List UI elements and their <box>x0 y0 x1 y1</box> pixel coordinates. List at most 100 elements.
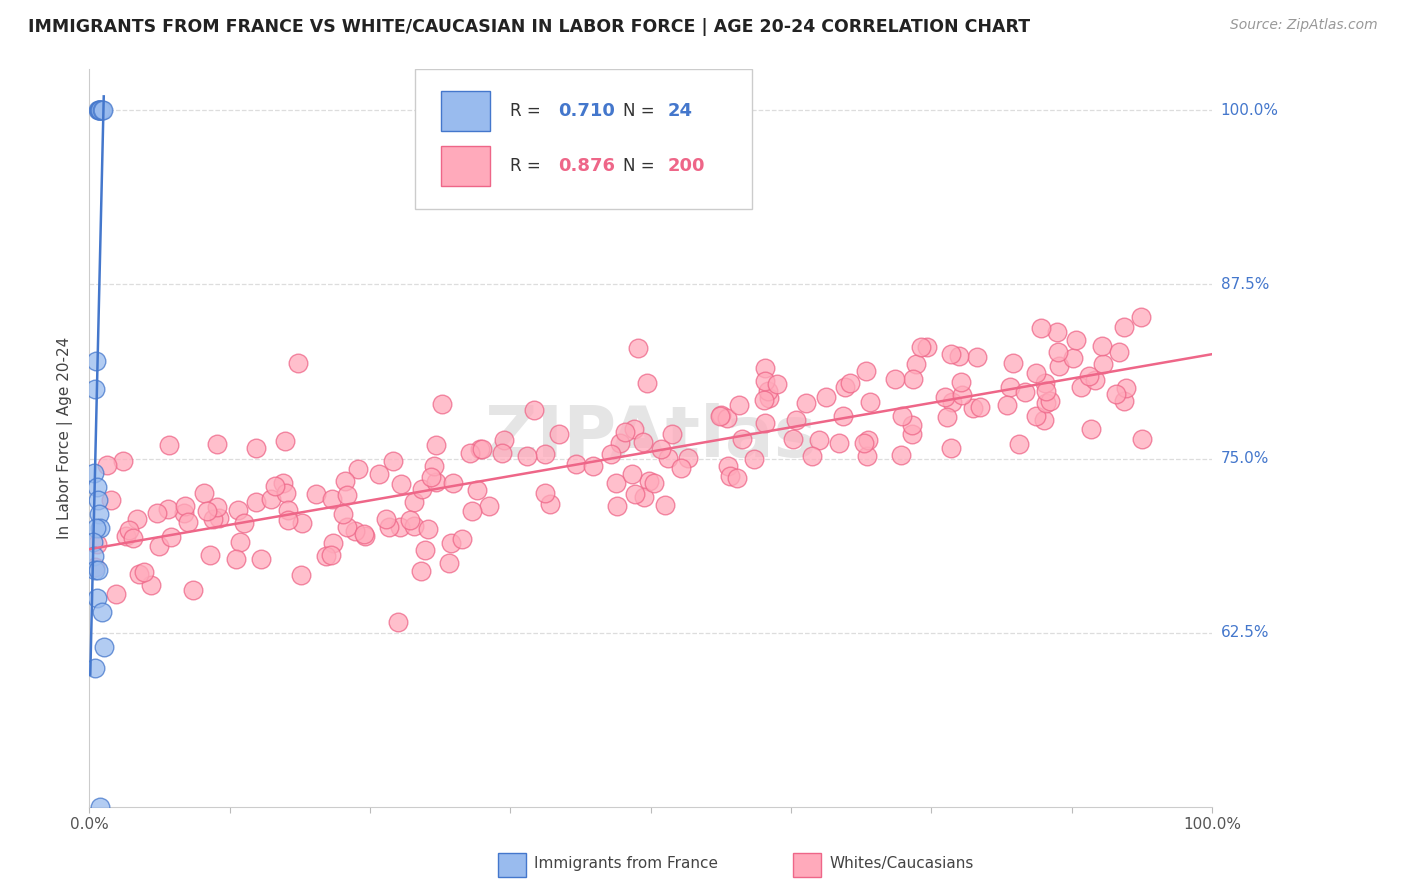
Point <box>291 516 314 530</box>
Point <box>440 536 463 550</box>
Point <box>523 403 546 417</box>
Text: Whites/Caucasians: Whites/Caucasians <box>830 856 974 871</box>
Point <box>915 340 938 354</box>
Point <box>117 524 139 538</box>
Point <box>89 508 111 522</box>
Point <box>754 361 776 376</box>
Point <box>90 605 112 619</box>
Point <box>86 591 108 605</box>
Point <box>83 466 105 480</box>
Point <box>84 354 107 368</box>
Point <box>941 395 963 409</box>
Point <box>856 433 879 447</box>
Point <box>228 535 250 549</box>
Point <box>404 518 426 533</box>
Point <box>290 568 312 582</box>
Point <box>399 514 422 528</box>
Point <box>418 522 440 536</box>
Point <box>716 411 738 425</box>
Point <box>354 529 377 543</box>
Point <box>839 376 862 391</box>
Point <box>728 398 751 412</box>
Point <box>322 536 344 550</box>
Point <box>423 459 446 474</box>
Point <box>534 447 557 461</box>
Point <box>321 492 343 507</box>
Point <box>157 438 180 452</box>
Point <box>402 495 425 509</box>
Point <box>832 409 855 423</box>
Point <box>157 502 180 516</box>
FancyBboxPatch shape <box>415 69 752 209</box>
Point <box>1084 373 1107 387</box>
Text: ZIPAtlas: ZIPAtlas <box>484 403 817 472</box>
Point <box>609 436 631 450</box>
Point <box>709 409 731 424</box>
Point <box>1008 436 1031 450</box>
Point <box>717 459 740 474</box>
Point <box>966 351 988 365</box>
Text: IMMIGRANTS FROM FRANCE VS WHITE/CAUCASIAN IN LABOR FORCE | AGE 20-24 CORRELATION: IMMIGRANTS FROM FRANCE VS WHITE/CAUCASIA… <box>28 18 1031 36</box>
Point <box>794 396 817 410</box>
Point <box>148 539 170 553</box>
Point <box>173 506 195 520</box>
Point <box>620 467 643 481</box>
Point <box>633 491 655 505</box>
Point <box>1112 394 1135 409</box>
Point <box>276 486 298 500</box>
Point <box>260 491 283 506</box>
Point <box>636 376 658 391</box>
Text: 100.0%: 100.0% <box>1220 103 1278 118</box>
Point <box>657 450 679 465</box>
Point <box>87 493 110 508</box>
Point <box>1108 344 1130 359</box>
Point <box>600 447 623 461</box>
Point <box>631 435 654 450</box>
Point <box>1130 432 1153 446</box>
Point <box>962 401 984 415</box>
Point <box>1105 387 1128 401</box>
Text: N =: N = <box>623 157 659 176</box>
Point <box>720 468 742 483</box>
Point <box>614 425 637 439</box>
Point <box>450 533 472 547</box>
Y-axis label: In Labor Force | Age 20-24: In Labor Force | Age 20-24 <box>58 336 73 539</box>
Point <box>1047 344 1070 359</box>
Point <box>901 427 924 442</box>
Point <box>277 513 299 527</box>
Point <box>389 477 412 491</box>
Point <box>121 531 143 545</box>
Point <box>83 549 105 564</box>
Point <box>478 500 501 514</box>
Point <box>801 449 824 463</box>
Point <box>177 516 200 530</box>
Point <box>89 521 111 535</box>
Point <box>1046 325 1069 339</box>
Point <box>852 435 875 450</box>
Point <box>1014 385 1036 400</box>
Point <box>425 437 447 451</box>
Point <box>998 380 1021 394</box>
Point <box>83 382 105 396</box>
Point <box>200 548 222 562</box>
Point <box>89 103 111 118</box>
Point <box>89 800 111 814</box>
Point <box>855 364 877 378</box>
Point <box>1039 393 1062 408</box>
Point <box>87 103 110 118</box>
Point <box>333 474 356 488</box>
Point <box>89 103 111 118</box>
Point <box>425 475 447 489</box>
Point <box>128 567 150 582</box>
Point <box>756 384 779 398</box>
Point <box>305 487 328 501</box>
Point <box>815 390 838 404</box>
Point <box>460 504 482 518</box>
Point <box>935 410 957 425</box>
Point <box>245 441 267 455</box>
Point <box>492 433 515 447</box>
Point <box>250 552 273 566</box>
Point <box>627 341 650 355</box>
Point <box>939 347 962 361</box>
Point <box>139 578 162 592</box>
